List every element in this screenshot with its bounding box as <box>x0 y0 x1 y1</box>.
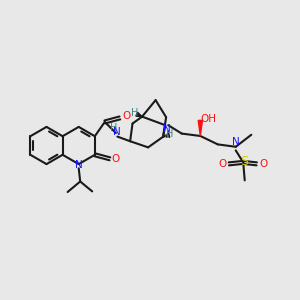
Polygon shape <box>198 120 203 136</box>
Text: N: N <box>75 160 83 170</box>
Text: OH: OH <box>201 115 217 124</box>
Text: N: N <box>113 127 121 137</box>
Text: O: O <box>122 111 130 122</box>
Text: H: H <box>110 123 117 133</box>
Polygon shape <box>136 112 142 117</box>
Text: H: H <box>131 108 138 118</box>
Text: S: S <box>240 155 248 168</box>
Text: O: O <box>259 159 267 169</box>
Text: N: N <box>163 124 170 134</box>
Text: H: H <box>166 129 173 139</box>
Text: N: N <box>232 137 240 147</box>
Text: O: O <box>218 159 226 169</box>
Text: O: O <box>112 154 120 164</box>
